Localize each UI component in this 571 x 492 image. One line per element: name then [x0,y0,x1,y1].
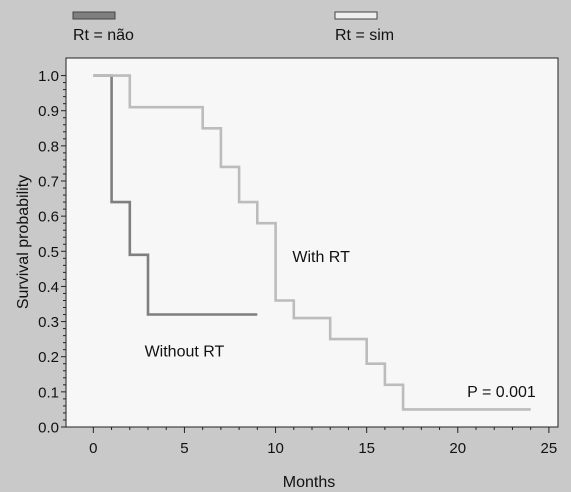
x-tick-label: 20 [449,440,466,457]
legend: Rt = não Rt = sim [72,11,394,44]
x-tick-label: 5 [180,440,188,457]
series-line-0 [93,74,258,316]
legend-label-rt-sim: Rt = sim [335,27,394,44]
y-tick-label: 0.6 [38,209,59,226]
y-tick-label: 0.0 [38,420,59,437]
plot-area [65,57,559,428]
y-tick-label: 0.8 [38,138,59,155]
y-tick-label: 0.9 [38,103,59,120]
y-tick-label: 0.1 [38,384,59,401]
annotation-layer: With RT Without RT P = 0.001 [145,249,536,401]
x-tick-label: 10 [267,440,284,457]
y-tick-label: 1.0 [38,68,59,85]
annotation-2: P = 0.001 [467,384,536,401]
x-axis-label: Months [283,474,335,491]
x-tick-label: 25 [541,440,558,457]
x-tick-label: 15 [358,440,375,457]
y-axis: 0.0 0.1 0.2 0.3 0.4 0.5 0.6 0.7 0.8 0.9 1.0 [38,68,66,437]
x-axis: 0 5 10 15 20 25 [89,427,557,457]
legend-swatch-rt-sim [334,11,378,20]
legend-swatch-rt-nao [72,11,116,20]
x-tick-label: 0 [89,440,97,457]
series-line-1 [93,74,531,411]
y-tick-label: 0.3 [38,314,59,331]
y-tick-label: 0.7 [38,174,59,191]
annotation-0: With RT [292,249,350,266]
annotation-1: Without RT [145,344,225,361]
y-tick-label: 0.2 [38,349,59,366]
y-tick-label: 0.5 [38,244,59,261]
y-tick-label: 0.4 [38,279,59,296]
legend-label-rt-nao: Rt = não [73,27,134,44]
series-layer [93,74,531,411]
y-axis-label: Survival probability [15,175,32,309]
